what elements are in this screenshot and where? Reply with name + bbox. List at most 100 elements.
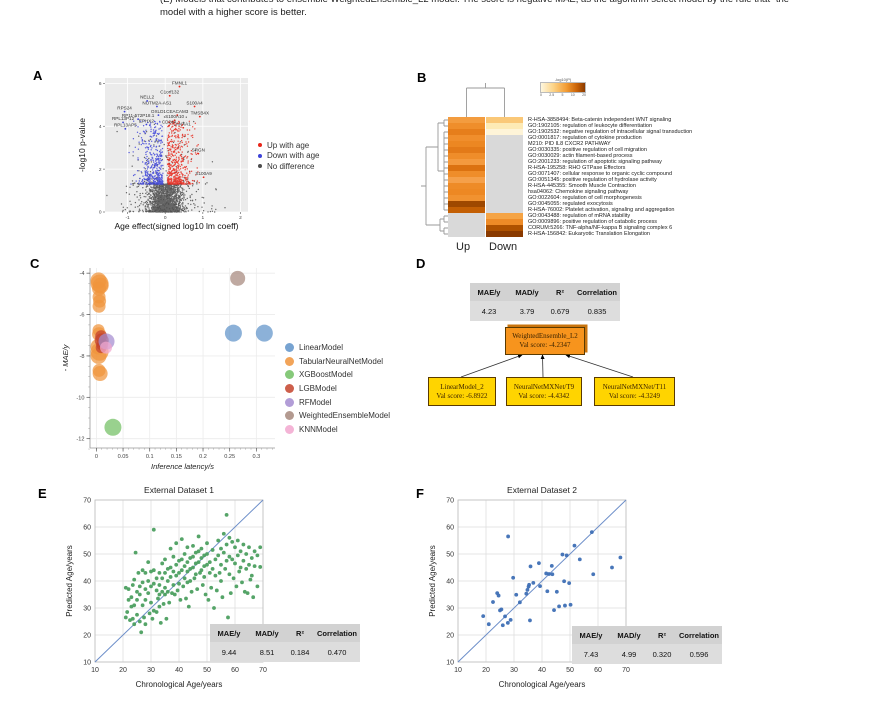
heatmap-cell	[486, 117, 523, 123]
legend-item: TabularNeuralNetModel	[285, 355, 390, 369]
legend-item-label: Up with age	[267, 140, 310, 150]
colorbar-gradient	[540, 82, 586, 93]
pathway-label: GO:0045055: regulated exocytosis	[528, 201, 613, 207]
heatmap-cell	[448, 189, 485, 195]
legend-item: LinearModel	[285, 341, 390, 355]
pathway-label: GO:0051345: positive regulation of hydro…	[528, 177, 657, 183]
heatmap-cell	[448, 165, 485, 171]
svg-text:0.2: 0.2	[199, 454, 207, 460]
legend-item: KNNModel	[285, 423, 390, 437]
pathway-label: R-HSA-445355: Smooth Muscle Contraction	[528, 183, 636, 189]
legend-swatch	[285, 424, 294, 434]
gene-label: CD244	[162, 120, 177, 125]
legend-item-label: TabularNeuralNetModel	[299, 356, 384, 366]
svg-text:20: 20	[482, 667, 490, 674]
heatmap-cell	[486, 195, 523, 201]
legend-item-label: LinearModel	[299, 343, 344, 353]
plot-x-label: Chronological Age/years	[136, 680, 223, 689]
heatmap-cell	[486, 141, 523, 147]
ensemble-arrows	[460, 354, 634, 378]
volcano-y-label: -log10 p-value	[77, 118, 87, 172]
gene-label: NELL2	[140, 95, 154, 100]
heatmap-cell	[448, 123, 485, 129]
svg-text:30: 30	[510, 667, 518, 674]
pathway-label: GO:0071407: cellular response to organic…	[528, 171, 672, 177]
gene-label: CEACAM3	[166, 109, 189, 114]
heatmap-col-label-up: Up	[456, 241, 471, 253]
svg-text:70: 70	[259, 667, 267, 674]
heatmap-cell	[448, 129, 485, 135]
legend-item: No difference	[258, 161, 319, 172]
svg-text:0.1: 0.1	[146, 454, 154, 460]
heatmap-cell	[486, 219, 523, 225]
colorbar-tick: 5	[561, 93, 564, 97]
svg-text:40: 40	[446, 578, 454, 585]
svg-text:0.25: 0.25	[224, 454, 235, 460]
heatmap-cell	[486, 159, 523, 165]
gene-label: OXLD1	[151, 109, 167, 114]
svg-text:10: 10	[83, 659, 91, 666]
svg-text:0.05: 0.05	[118, 454, 129, 460]
gene-label: C1orf132	[160, 90, 179, 95]
legend-item-label: RFModel	[299, 397, 332, 407]
heatmap-cell	[486, 225, 523, 231]
panel-label-b: B	[417, 70, 427, 85]
gene-label: S100A10	[165, 114, 184, 119]
heatmap-cell	[448, 153, 485, 159]
model-performance-plot: 0 0.05 0.1 0.15 0.2 0.25 0.3 -4 -6 -8 -10 -12 Infere…	[61, 268, 275, 471]
gene-label: RPS24	[117, 105, 132, 110]
table-header-cell: MAE/y	[210, 624, 248, 642]
pathway-label: GO:0030029: actin filament-based process	[528, 153, 633, 159]
legend-item: XGBoostModel	[285, 368, 390, 382]
heatmap-cell	[448, 213, 485, 219]
colorbar-tick: 2.5	[549, 93, 555, 97]
svg-text:2: 2	[99, 167, 102, 173]
svg-text:-6: -6	[80, 313, 85, 319]
svg-text:60: 60	[446, 524, 454, 531]
svg-text:2: 2	[239, 215, 242, 221]
svg-text:50: 50	[83, 551, 91, 558]
heatmap-cell	[486, 129, 523, 135]
pathway-label: GO:0043488: regulation of mRNA stability	[528, 213, 631, 219]
svg-text:20: 20	[119, 667, 127, 674]
plot-title: External Dataset 2	[507, 485, 577, 495]
dendrogram-lines	[421, 83, 505, 235]
svg-text:-8: -8	[80, 354, 85, 360]
svg-text:40: 40	[175, 667, 183, 674]
heatmap-cell	[486, 201, 523, 207]
svg-text:10: 10	[446, 659, 454, 666]
svg-text:70: 70	[83, 497, 91, 504]
colorbar-ticks: 0 2.5 5 10 20	[540, 93, 586, 97]
child-node-name: LinearModel_2	[440, 382, 484, 391]
pathway-label: GO:0030335: positive regulation of cell …	[528, 147, 647, 153]
legend-swatch	[285, 356, 294, 366]
gene-label: RPL13P12	[112, 116, 135, 121]
panel-label-f: F	[416, 486, 424, 501]
gene-label: S100A4	[186, 100, 203, 105]
heatmap-cell	[448, 231, 485, 237]
heatmap-cell	[486, 165, 523, 171]
gene-label: EPHX2	[139, 118, 155, 123]
svg-text:-1: -1	[125, 215, 130, 221]
svg-text:0: 0	[164, 215, 167, 221]
metrics-table-f: MAE/y MAD/y R² Correlation 7.43 4.99 0.320 0.59…	[572, 626, 722, 664]
gene-label: RPL13AP5	[114, 123, 137, 128]
heatmap-cell	[486, 135, 523, 141]
plot-y-label: Predicted Age/years	[428, 545, 437, 617]
table-value-cell: 0.596	[676, 643, 722, 664]
model-legend: LinearModel TabularNeuralNetModel XGBoostM…	[285, 341, 390, 436]
table-value-cell: 7.43	[572, 643, 610, 664]
svg-text:-12: -12	[76, 437, 84, 443]
child-node-score: Val score: -4.4342	[518, 391, 570, 400]
table-value-cell: 4.99	[610, 643, 648, 664]
plot-title: External Dataset 1	[144, 485, 214, 495]
table-header-cell: Correlation	[676, 626, 722, 644]
gene-label: FMNL1	[172, 80, 188, 85]
svg-text:10: 10	[454, 667, 462, 674]
pathway-label: R-HSA-3858494: Beta-catenin independent …	[528, 117, 672, 123]
caption-line-2: model with a higher score is better.	[160, 7, 307, 18]
pathway-label: GO:0001817: regulation of cytokine produ…	[528, 135, 642, 141]
panel-label-e: E	[38, 486, 47, 501]
legend-item: Up with age	[258, 140, 319, 151]
